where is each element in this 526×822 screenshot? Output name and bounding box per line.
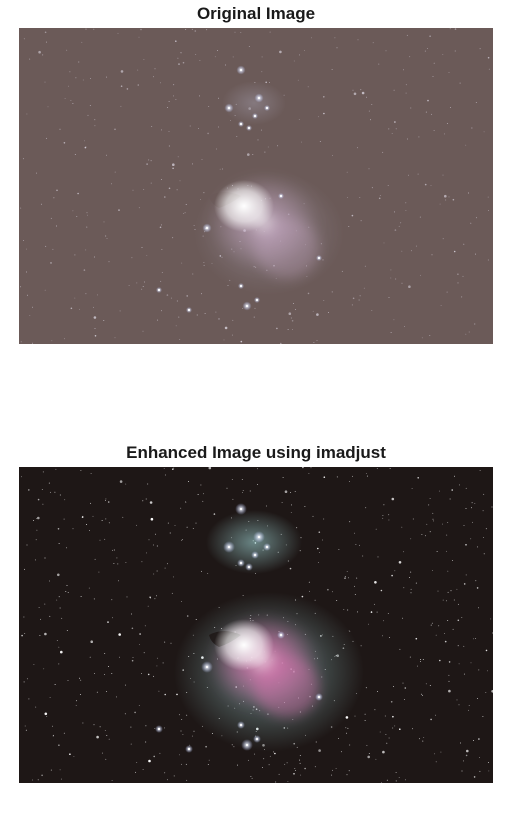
original-image-title: Original Image <box>196 4 316 23</box>
enhanced-image-title: Enhanced Image using imadjust <box>126 443 386 462</box>
orion-nebula <box>194 81 344 295</box>
bright-stars <box>155 503 323 753</box>
bright-stars <box>156 65 322 313</box>
enhanced-image <box>19 467 493 783</box>
original-image <box>19 28 493 344</box>
orion-nebula <box>174 510 364 752</box>
